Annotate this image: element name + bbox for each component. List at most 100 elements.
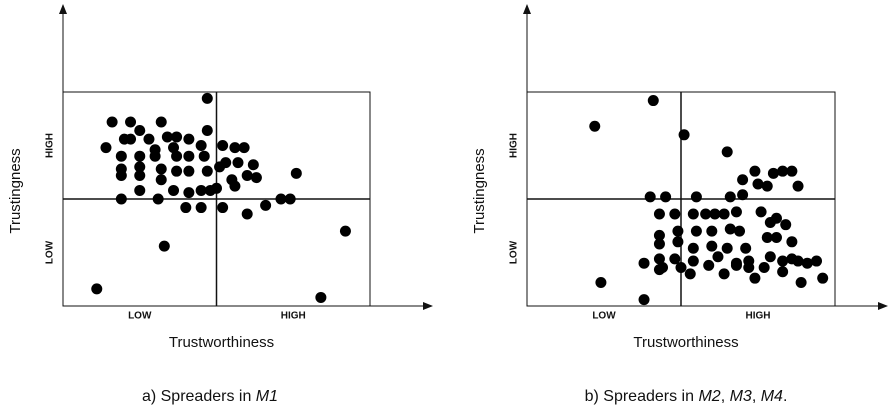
scatter-point (758, 261, 770, 273)
scatter-point (155, 174, 167, 186)
scatter-point (149, 150, 161, 162)
caption-part: , (752, 388, 761, 405)
scatter-point (100, 142, 112, 154)
scatter-point (687, 242, 699, 254)
scatter-point (724, 223, 736, 235)
scatter-point (730, 206, 742, 218)
scatter-point (777, 266, 789, 278)
scatter-point (740, 242, 752, 254)
scatter-point (792, 255, 804, 267)
scatter-point (706, 240, 718, 252)
scatter-point (786, 165, 798, 177)
scatter-point (158, 240, 170, 252)
scatter-point (241, 208, 253, 220)
scatter-point (767, 167, 779, 179)
scatter-point (238, 142, 250, 154)
scatter-point (290, 167, 302, 179)
scatter-point (201, 92, 213, 104)
x-category-label: LOW (592, 311, 616, 322)
scatter-point (201, 125, 213, 137)
scatter-point (690, 191, 702, 203)
caption-part: , (721, 388, 730, 405)
scatter-point (761, 232, 773, 244)
scatter-point (171, 131, 183, 143)
scatter-point (134, 184, 146, 196)
y-category-label: LOW (509, 240, 520, 264)
scatter-point (195, 140, 207, 151)
scatter-point (817, 272, 829, 284)
scatter-point (724, 191, 736, 203)
scatter-point (125, 116, 137, 128)
scatter-point (171, 165, 183, 177)
scatter-point (764, 217, 776, 229)
scatter-point (734, 225, 746, 237)
scatter-point (764, 251, 776, 263)
scatter-point (752, 178, 764, 190)
scatter-point (229, 180, 241, 192)
scatter-point (232, 157, 244, 169)
scatter-point (743, 261, 755, 273)
scatter-point (106, 116, 118, 128)
scatter-point (183, 150, 195, 162)
scatter-point (669, 253, 681, 265)
x-axis-label: Trustworthiness (169, 334, 274, 351)
scatter-point (672, 225, 684, 237)
caption-part: M1 (256, 388, 278, 405)
scatter-point (211, 182, 222, 194)
scatter-point (214, 161, 226, 173)
scatter-point (143, 133, 155, 145)
scatter-point (690, 225, 702, 237)
scatter-point (795, 276, 807, 288)
scatter-point (201, 165, 213, 177)
scatter-point (152, 193, 164, 205)
scatter-point (115, 193, 127, 205)
scatter-point (684, 268, 696, 280)
scatter-point (247, 159, 259, 171)
caption: a) Spreaders in M1 (142, 388, 278, 405)
scatter-point (709, 208, 721, 220)
y-category-label: LOW (45, 240, 56, 264)
scatter-point (275, 193, 287, 205)
scatter-point (675, 261, 687, 273)
caption-part: . (783, 388, 787, 405)
caption-part: a) Spreaders in (142, 388, 256, 405)
y-axis-label: Trustingness (471, 148, 488, 233)
scatter-point (229, 142, 241, 154)
scatter-point (595, 276, 607, 288)
scatter-point (678, 129, 690, 141)
scatter-point (653, 208, 665, 220)
scatter-point (198, 150, 210, 162)
scatter-point (161, 131, 173, 143)
scatter-point (315, 291, 327, 303)
scatter-point (801, 257, 813, 269)
scatter-point (195, 184, 207, 196)
scatter-point (183, 133, 195, 145)
scatter-point (183, 165, 195, 177)
x-category-label: LOW (128, 311, 152, 322)
scatter-point (134, 125, 146, 137)
scatter-point (644, 191, 656, 203)
caption-part: M4 (761, 388, 783, 405)
scatter-point (638, 294, 650, 306)
scatter-point (217, 140, 229, 151)
scatter-point (168, 184, 180, 196)
scatter-point (669, 208, 681, 220)
scatter-point (195, 202, 207, 214)
scatter-point (638, 257, 650, 269)
scatter-point (749, 165, 761, 177)
scatter-point (706, 225, 718, 237)
scatter-point (700, 208, 712, 220)
scatter-point (660, 191, 672, 203)
scatter-point (217, 202, 229, 214)
scatter-point (115, 169, 127, 181)
y-category-label: HIGH (45, 133, 56, 158)
scatter-point (171, 150, 183, 162)
scatter-point (721, 242, 733, 254)
scatter-point (250, 172, 262, 184)
scatter-point (125, 133, 137, 145)
scatter-point (770, 232, 782, 244)
scatter-point (718, 208, 730, 220)
scatter-point (589, 120, 601, 132)
